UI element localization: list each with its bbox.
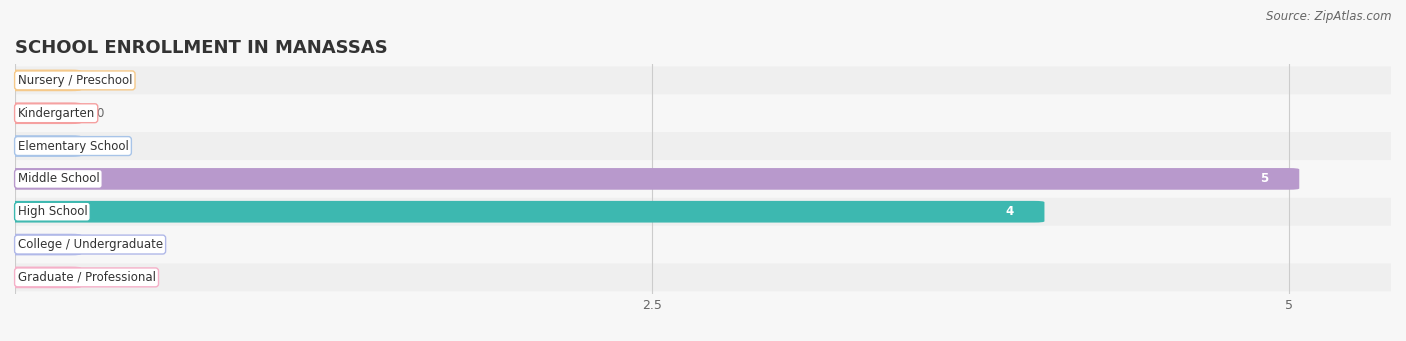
FancyBboxPatch shape <box>4 135 82 157</box>
Text: 0: 0 <box>97 139 104 152</box>
Text: 0: 0 <box>97 238 104 251</box>
FancyBboxPatch shape <box>15 264 1391 291</box>
Text: Nursery / Preschool: Nursery / Preschool <box>17 74 132 87</box>
FancyBboxPatch shape <box>4 70 82 91</box>
Text: SCHOOL ENROLLMENT IN MANASSAS: SCHOOL ENROLLMENT IN MANASSAS <box>15 39 388 57</box>
Text: Elementary School: Elementary School <box>17 139 128 152</box>
FancyBboxPatch shape <box>15 132 1391 160</box>
FancyBboxPatch shape <box>15 198 1391 226</box>
Text: 4: 4 <box>1005 205 1014 218</box>
Text: High School: High School <box>17 205 87 218</box>
Text: 0: 0 <box>97 74 104 87</box>
Text: Source: ZipAtlas.com: Source: ZipAtlas.com <box>1267 10 1392 23</box>
Text: College / Undergraduate: College / Undergraduate <box>17 238 163 251</box>
Text: 0: 0 <box>97 107 104 120</box>
FancyBboxPatch shape <box>15 165 1391 193</box>
FancyBboxPatch shape <box>4 168 1299 190</box>
FancyBboxPatch shape <box>15 231 1391 258</box>
FancyBboxPatch shape <box>4 234 82 255</box>
FancyBboxPatch shape <box>4 201 1045 223</box>
Text: Graduate / Professional: Graduate / Professional <box>17 271 156 284</box>
Text: 0: 0 <box>97 271 104 284</box>
Text: Kindergarten: Kindergarten <box>17 107 94 120</box>
Text: 5: 5 <box>1260 173 1268 186</box>
FancyBboxPatch shape <box>15 66 1391 94</box>
FancyBboxPatch shape <box>4 102 82 124</box>
FancyBboxPatch shape <box>15 99 1391 127</box>
FancyBboxPatch shape <box>4 267 82 288</box>
Text: Middle School: Middle School <box>17 173 100 186</box>
